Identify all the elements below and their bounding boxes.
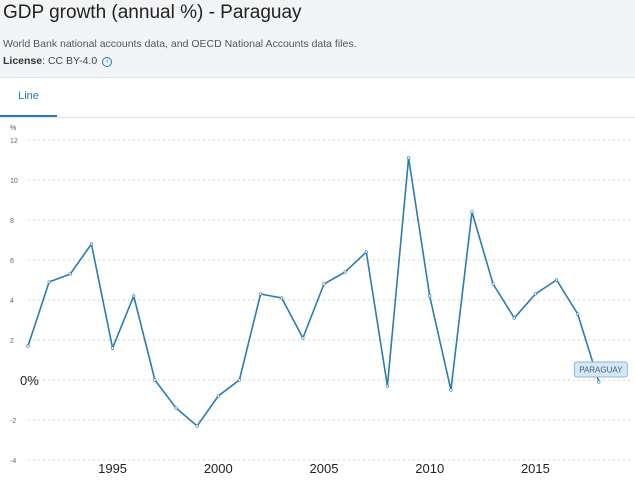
data-point[interactable] bbox=[110, 346, 115, 350]
license-line: License: CC BY-4.0 i bbox=[3, 55, 113, 67]
data-point[interactable] bbox=[576, 312, 580, 316]
page-title: GDP growth (annual %) - Paraguay bbox=[3, 2, 302, 23]
data-point[interactable] bbox=[258, 292, 263, 296]
data-point[interactable] bbox=[132, 294, 136, 298]
end-label: PARAGUAY bbox=[573, 361, 628, 378]
data-point[interactable] bbox=[68, 272, 72, 276]
y-tick-label: 0% bbox=[20, 373, 39, 388]
tab-line[interactable]: Line bbox=[0, 78, 57, 117]
data-point[interactable] bbox=[406, 156, 411, 160]
y-tick-label: 2 bbox=[10, 338, 14, 345]
data-point[interactable] bbox=[449, 388, 453, 392]
y-tick-label: 8 bbox=[10, 218, 14, 225]
x-tick-label: 2005 bbox=[310, 461, 339, 476]
y-tick-label: -2 bbox=[10, 418, 16, 425]
data-point[interactable] bbox=[597, 380, 601, 384]
data-point[interactable] bbox=[301, 336, 305, 340]
x-tick-label: 2010 bbox=[415, 461, 444, 476]
data-point[interactable] bbox=[89, 242, 94, 246]
data-point[interactable] bbox=[512, 316, 516, 320]
y-tick-label: -4 bbox=[10, 458, 16, 465]
y-tick-label: 4 bbox=[10, 298, 14, 305]
data-point[interactable] bbox=[533, 292, 538, 296]
data-point[interactable] bbox=[26, 344, 30, 348]
data-point[interactable] bbox=[47, 280, 51, 284]
data-point[interactable] bbox=[322, 282, 326, 286]
data-point[interactable] bbox=[470, 210, 474, 214]
data-point[interactable] bbox=[491, 282, 495, 286]
x-tick-label: 2015 bbox=[521, 461, 550, 476]
data-point[interactable] bbox=[237, 378, 242, 382]
x-tick-label: 2000 bbox=[204, 461, 233, 476]
data-point[interactable] bbox=[174, 406, 178, 410]
chart-card: Line bbox=[0, 77, 635, 481]
y-tick-label: 10 bbox=[10, 178, 18, 185]
license-value: : CC BY-4.0 bbox=[42, 55, 98, 67]
x-tick-label: 1995 bbox=[98, 461, 127, 476]
data-point[interactable] bbox=[343, 270, 347, 274]
end-label-text: PARAGUAY bbox=[579, 366, 623, 375]
end-label-box bbox=[573, 361, 628, 378]
data-point[interactable] bbox=[216, 394, 220, 398]
data-point[interactable] bbox=[554, 278, 559, 282]
license-label: License bbox=[3, 55, 43, 67]
info-icon[interactable]: i bbox=[102, 57, 113, 67]
data-point[interactable] bbox=[428, 294, 432, 298]
series-line-paraguay bbox=[27, 157, 600, 428]
data-point[interactable] bbox=[195, 424, 199, 428]
tab-bar: Line bbox=[0, 78, 635, 118]
data-point[interactable] bbox=[280, 296, 284, 300]
data-point[interactable] bbox=[385, 384, 390, 388]
y-tick-label: 12 bbox=[10, 138, 18, 145]
data-point[interactable] bbox=[153, 378, 157, 382]
y-unit-label: % bbox=[10, 125, 16, 132]
data-point[interactable] bbox=[364, 250, 368, 254]
source-note: World Bank national accounts data, and O… bbox=[3, 38, 357, 50]
y-tick-label: 6 bbox=[10, 258, 14, 265]
